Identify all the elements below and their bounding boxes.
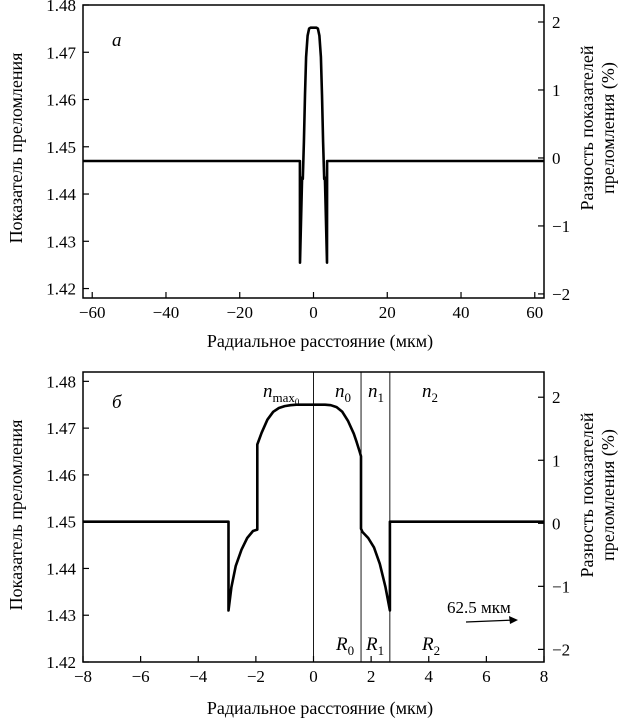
panel-a-y2-tick-label-1: −1 bbox=[552, 217, 570, 236]
annotation-R1: R1 bbox=[365, 634, 384, 658]
scale-arrow-shaft bbox=[465, 619, 517, 623]
panel-a-y2-ticks: −2 −1 0 1 2 bbox=[538, 13, 570, 304]
panel-a-y2-tick-label-3: 1 bbox=[552, 81, 561, 100]
panel-b-y2-tick-label-1: −1 bbox=[552, 577, 570, 596]
annotation-R2: R2 bbox=[421, 634, 440, 658]
scale-arrow-head bbox=[509, 616, 518, 624]
panel-a-y-tick-label-2: 1.44 bbox=[46, 185, 76, 204]
panel-b-series-line-0 bbox=[83, 403, 544, 612]
panel-a-x-tick-label-0: −60 bbox=[79, 303, 106, 322]
annotation-R0: R0 bbox=[335, 634, 354, 658]
panel-b-y-axis-label: Показатель преломления bbox=[6, 420, 26, 611]
panel-a-y-tick-label-6: 1.48 bbox=[46, 0, 76, 15]
panel-b-vertical-lines bbox=[313, 372, 391, 662]
panel-b-y-tick-label-4: 1.46 bbox=[46, 466, 76, 485]
scale-note-label: 62.5 мкм bbox=[447, 598, 511, 617]
annotation-n0: n0 bbox=[335, 381, 351, 405]
panel-b-x-ticks: −8 −6 −4 −2 0 2 4 6 8 bbox=[74, 656, 548, 686]
panel-a-y2-axis-label-line2: преломления (%) bbox=[598, 62, 619, 194]
panel-b-y2-tick-label-4: 2 bbox=[552, 388, 561, 407]
panel-b-x-tick-label-4: 0 bbox=[309, 667, 318, 686]
panel-b-y-tick-label-3: 1.45 bbox=[46, 513, 76, 532]
panel-b-x-tick-label-0: −8 bbox=[74, 667, 92, 686]
panel-a-x-tick-label-2: −20 bbox=[226, 303, 253, 322]
panel-a-x-tick-label-5: 40 bbox=[453, 303, 470, 322]
panel-a-x-tick-label-6: 60 bbox=[526, 303, 543, 322]
panel-a-y2-tick-label-0: −2 bbox=[552, 285, 570, 304]
panel-b: −8 −6 −4 −2 0 2 4 6 8 1.421.431.441.451.461.471.… bbox=[6, 371, 619, 719]
panel-b-x-tick-label-7: 6 bbox=[482, 667, 491, 686]
panel-a-x-axis-label: Радиальное расстояние (мкм) bbox=[207, 331, 433, 352]
panel-b-x-tick-label-3: −2 bbox=[247, 667, 265, 686]
panel-b-y2-axis-label-line2: преломления (%) bbox=[598, 429, 619, 561]
panel-b-x-tick-label-6: 4 bbox=[425, 667, 434, 686]
panel-a-y-axis-label: Показатель преломления bbox=[6, 53, 26, 244]
annotation-n-max0: nmax0 bbox=[263, 381, 300, 407]
panel-a-x-ticks: −60 −40 −20 0 20 40 60 bbox=[79, 292, 543, 322]
panel-b-y2-tick-label-2: 0 bbox=[552, 514, 561, 533]
panel-b-y-ticks: 1.42 1.43 1.44 1.45 1.46 1.47 1.48 bbox=[46, 372, 89, 672]
annotation-n1: n1 bbox=[368, 381, 384, 405]
panel-b-x-tick-label-2: −4 bbox=[189, 667, 208, 686]
panel-a-label: а bbox=[112, 30, 122, 51]
panel-b-y-tick-label-5: 1.47 bbox=[46, 419, 76, 438]
panel-a-x-tick-label-3: 0 bbox=[309, 303, 318, 322]
panel-b-y2-axis-label-line1: Разность показателей bbox=[577, 412, 597, 577]
annotation-n2: n2 bbox=[422, 381, 438, 405]
panel-a-y-ticks: 1.42 1.43 1.44 1.45 1.46 1.47 1.48 bbox=[46, 0, 89, 299]
panel-a: −60 −40 −20 0 20 40 60 1.421.431.441.451.461.4… bbox=[6, 0, 619, 352]
panel-b-series bbox=[83, 403, 544, 612]
panel-a-y2-axis-label-line1: Разность показателей bbox=[577, 45, 597, 210]
panel-b-x-axis-label: Радиальное расстояние (мкм) bbox=[207, 698, 433, 719]
panel-b-y-tick-label-0: 1.42 bbox=[46, 653, 76, 672]
panel-a-y2-tick-label-4: 2 bbox=[552, 13, 561, 32]
panel-b-y2-ticks: −2 −1 0 1 2 bbox=[538, 388, 570, 659]
panel-a-series-line-0 bbox=[83, 26, 544, 264]
panel-a-series bbox=[83, 26, 544, 264]
panel-a-plot-frame bbox=[82, 4, 545, 299]
panel-b-y2-tick-label-3: 1 bbox=[552, 451, 561, 470]
panel-b-x-tick-label-8: 8 bbox=[540, 667, 549, 686]
panel-b-y-tick-label-1: 1.43 bbox=[46, 606, 76, 625]
panel-a-y-tick-label-3: 1.45 bbox=[46, 138, 76, 157]
panel-a-y2-tick-label-2: 0 bbox=[552, 149, 561, 168]
panel-b-label: б bbox=[112, 392, 123, 413]
panel-a-y-tick-label-0: 1.42 bbox=[46, 280, 76, 299]
panel-a-y-tick-label-5: 1.47 bbox=[46, 43, 76, 62]
panel-b-y-tick-label-6: 1.48 bbox=[46, 372, 76, 391]
panel-a-x-tick-label-1: −40 bbox=[153, 303, 180, 322]
panel-b-y-tick-label-2: 1.44 bbox=[46, 559, 76, 578]
panel-b-x-tick-label-5: 2 bbox=[367, 667, 376, 686]
panel-b-x-tick-label-1: −6 bbox=[132, 667, 150, 686]
panel-a-y-tick-label-4: 1.46 bbox=[46, 91, 76, 110]
panel-a-y-tick-label-1: 1.43 bbox=[46, 232, 76, 251]
panel-a-x-tick-label-4: 20 bbox=[379, 303, 396, 322]
panel-b-y2-tick-label-0: −2 bbox=[552, 640, 570, 659]
